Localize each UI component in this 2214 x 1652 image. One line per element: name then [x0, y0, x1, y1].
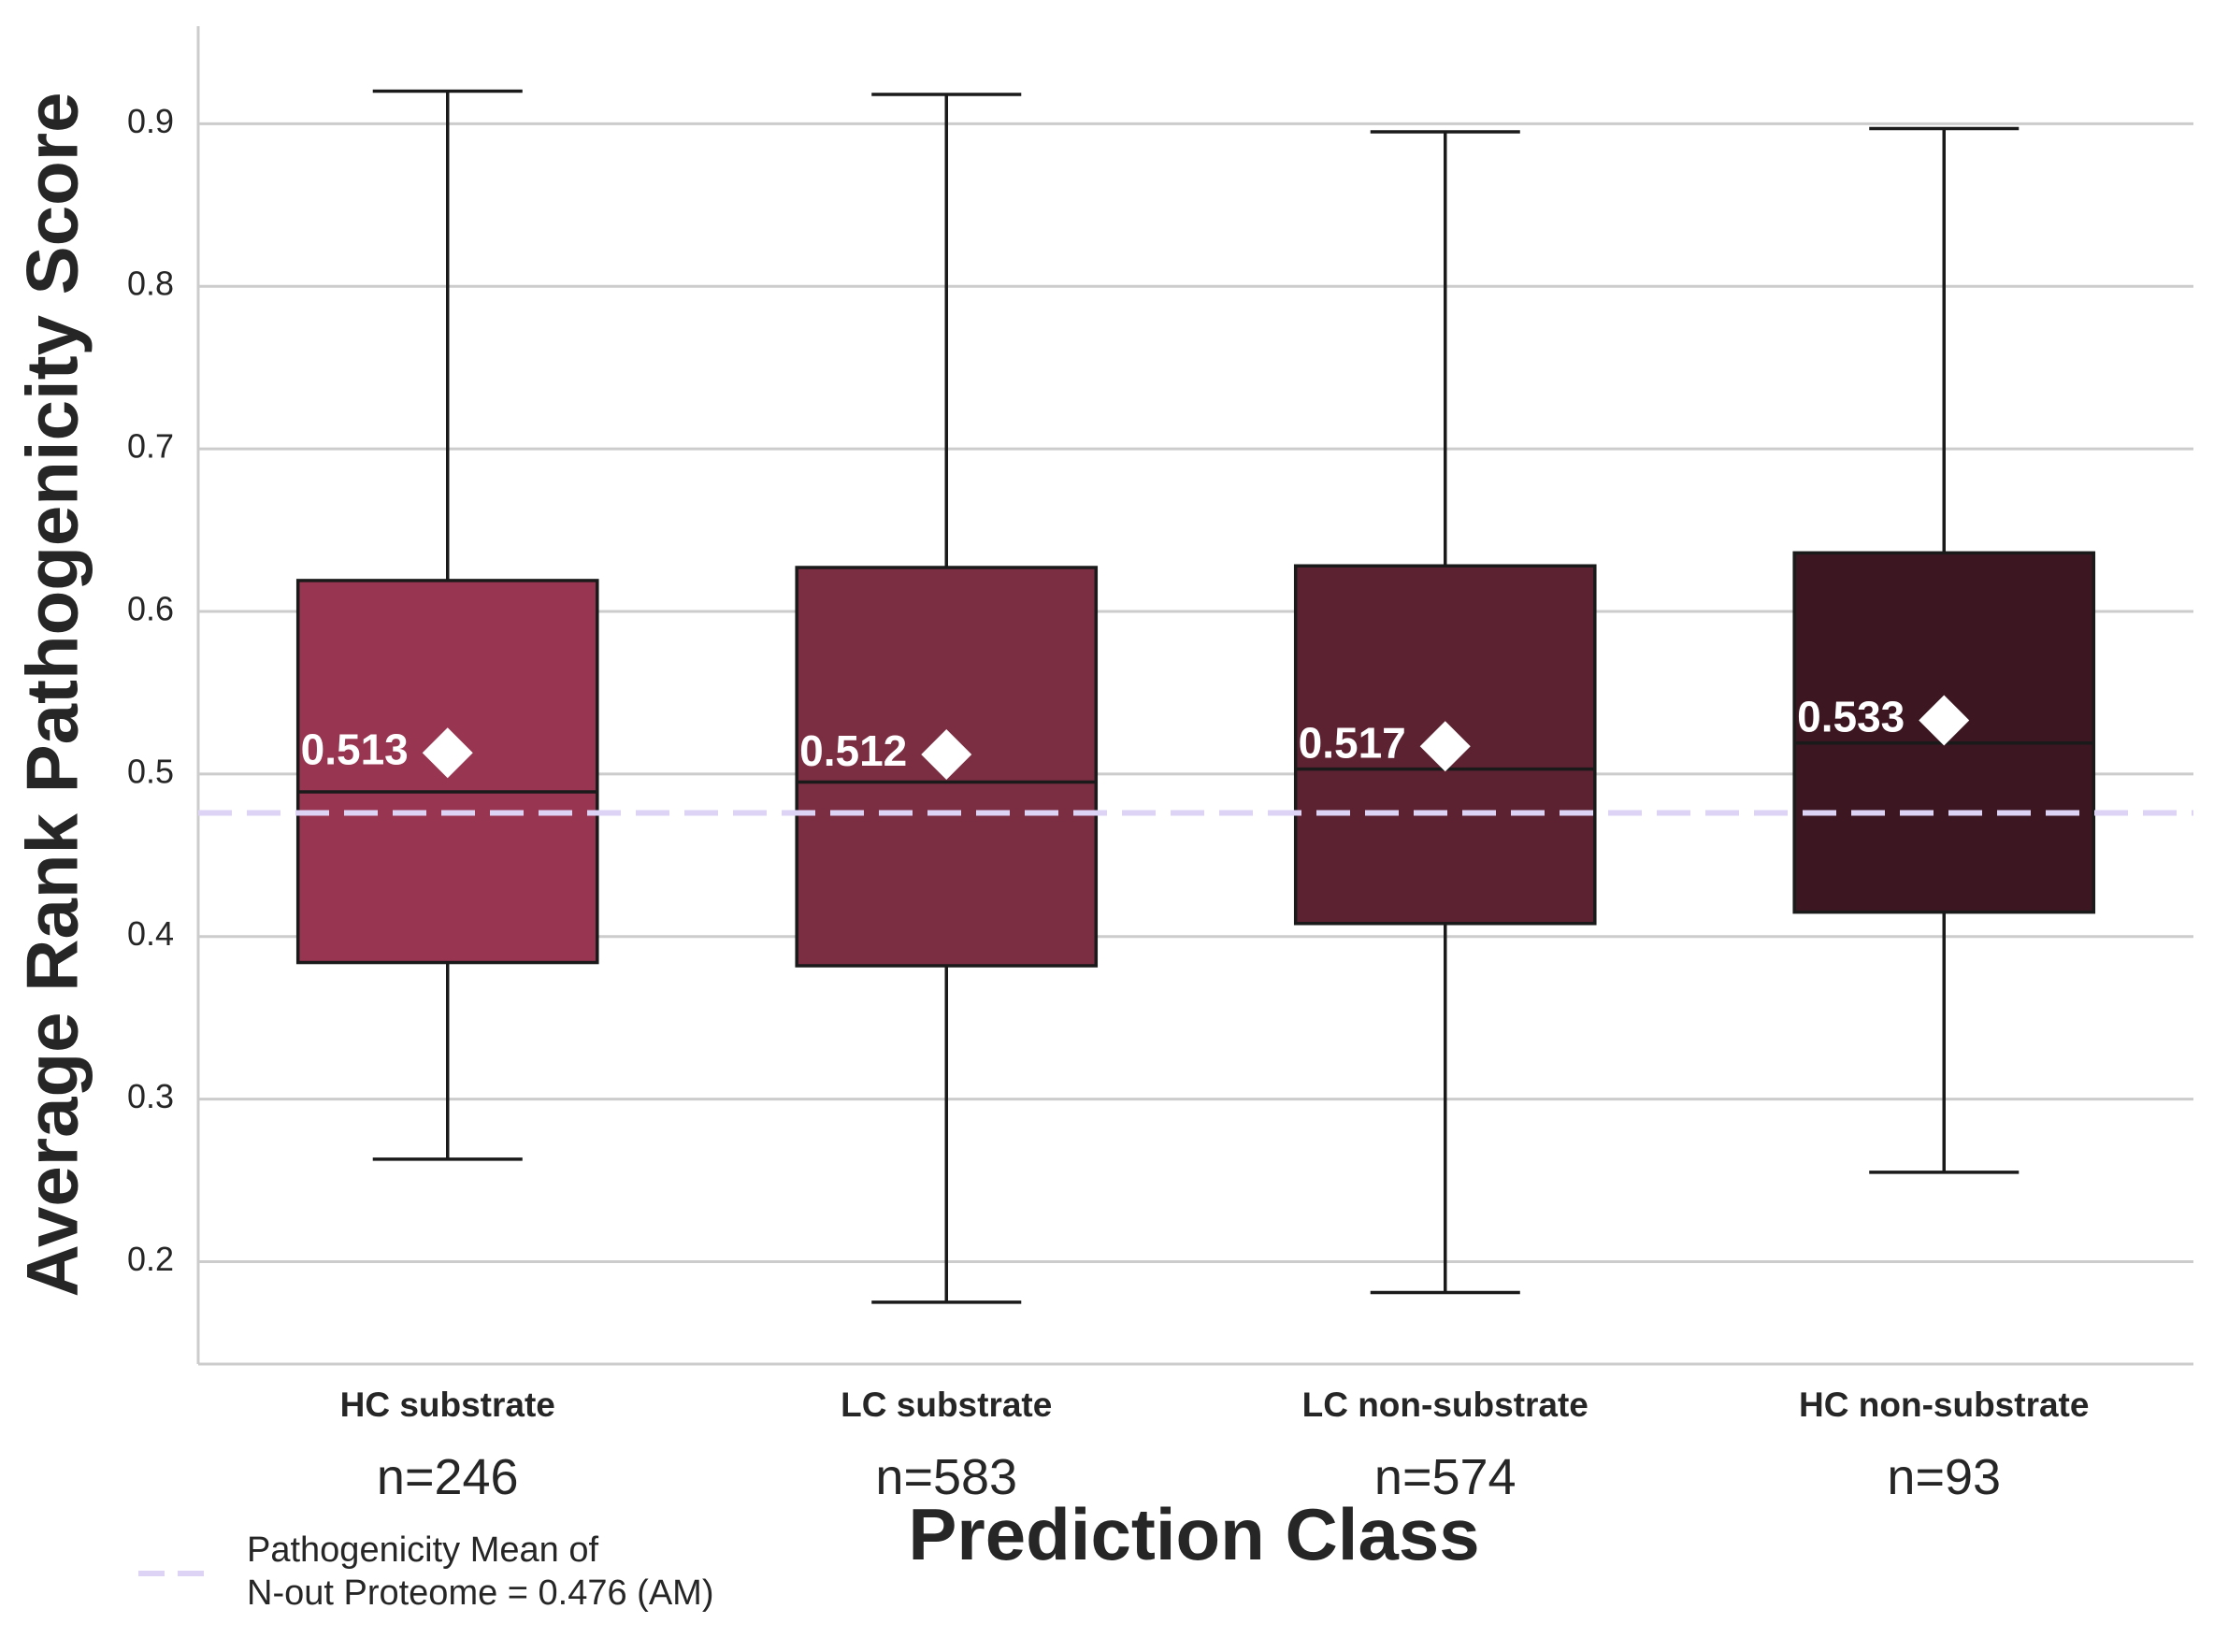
- mean-value-label: 0.512: [799, 726, 907, 775]
- y-tick-label: 0.4: [127, 914, 174, 953]
- y-tick-label: 0.2: [127, 1240, 174, 1278]
- y-tick-label: 0.3: [127, 1077, 174, 1115]
- mean-marker: [1919, 695, 1970, 746]
- mean-marker: [1419, 721, 1471, 772]
- y-axis-title: Average Rank Pathogenicity Score: [11, 93, 93, 1298]
- y-tick-label: 0.5: [127, 752, 174, 790]
- legend: Pathogenicity Mean of N-out Proteome = 0…: [138, 1530, 714, 1613]
- sample-count-label: n=93: [1887, 1449, 2001, 1505]
- legend-line-2: N-out Proteome = 0.476 (AM): [247, 1573, 714, 1613]
- y-tick-label: 0.7: [127, 427, 174, 466]
- mean-value-label: 0.517: [1299, 718, 1406, 767]
- legend-line-1: Pathogenicity Mean of: [247, 1530, 598, 1570]
- x-category-label: HC substrate: [340, 1386, 555, 1424]
- y-tick-labels: 0.2 0.3 0.4 0.5 0.6 0.7 0.8 0.9: [127, 102, 174, 1278]
- y-tick-label: 0.8: [127, 265, 174, 303]
- x-axis-title: Prediction Class: [908, 1493, 1479, 1575]
- sample-count-label: n=246: [377, 1449, 519, 1505]
- mean-markers: 0.513 0.512 0.517 0.533: [301, 693, 1970, 780]
- x-category-labels: HC substrate n=246 LC substrate n=583 LC non…: [340, 1386, 2090, 1505]
- sample-count-label: n=583: [875, 1449, 1017, 1505]
- mean-marker: [422, 727, 473, 779]
- mean-marker: [921, 728, 972, 780]
- y-tick-label: 0.9: [127, 102, 174, 140]
- mean-value-label: 0.513: [301, 725, 409, 773]
- sample-count-label: n=574: [1374, 1449, 1517, 1505]
- y-tick-label: 0.6: [127, 589, 174, 627]
- x-category-label: LC substrate: [841, 1386, 1052, 1424]
- box-iqr: [1293, 564, 1597, 926]
- mean-value-label: 0.533: [1797, 693, 1905, 741]
- x-category-label: LC non-substrate: [1302, 1386, 1589, 1424]
- x-category-label: HC non-substrate: [1799, 1386, 2089, 1424]
